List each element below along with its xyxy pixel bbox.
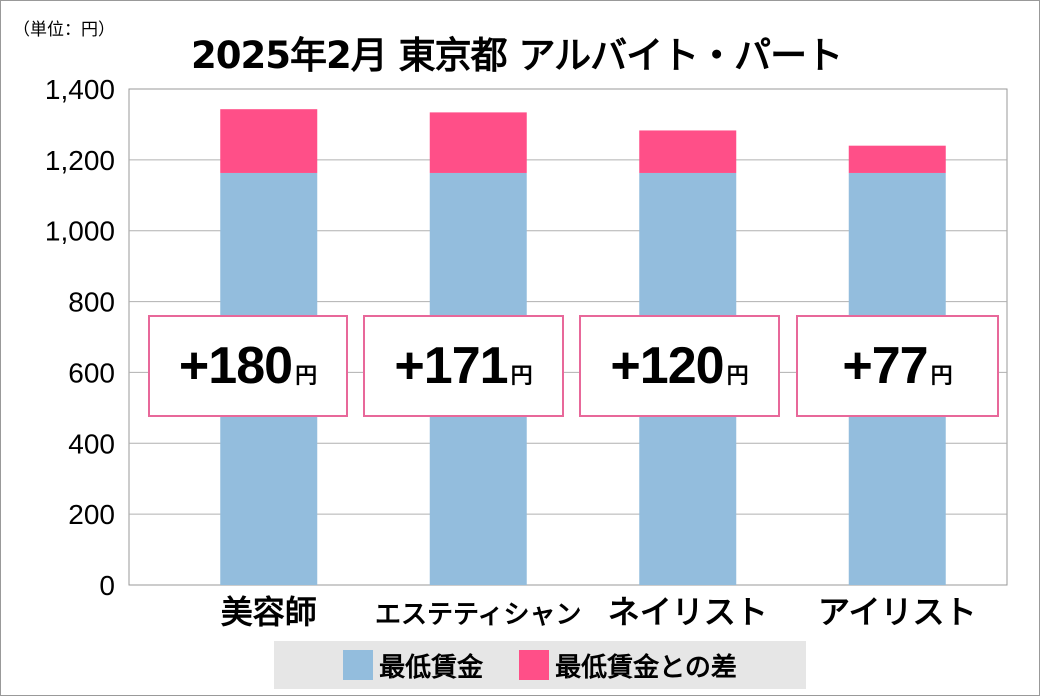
x-tick-label: ネイリスト [608,593,768,631]
x-tick-label: エステティシャン [375,600,581,630]
bar-diff [429,112,527,173]
data-label: +120 [610,337,724,395]
legend: 最低賃金 最低賃金との差 [274,641,806,689]
bar-diff [220,109,318,173]
y-tick-label: 800 [68,287,115,318]
data-label-unit: 円 [930,364,953,389]
data-label: +77 [842,337,928,395]
unit-label: （単位：円） [13,20,115,40]
legend-item-min-wage: 最低賃金 [343,647,483,684]
data-label-box: +180 円 [148,315,348,417]
data-label-box: +120 円 [579,315,780,417]
y-tick-label: 1,200 [45,145,115,176]
x-tick-label: 美容師 [221,593,317,631]
y-tick-label: 1,000 [45,216,115,247]
y-tick-label: 200 [68,499,115,530]
y-tick-label: 400 [68,428,115,459]
data-label-box: +171 円 [363,315,564,417]
data-label-box: +77 円 [796,315,999,417]
legend-label: 最低賃金 [379,652,484,683]
legend-item-diff: 最低賃金との差 [519,647,737,684]
y-tick-label: 0 [99,570,115,601]
plot-border [128,88,1008,586]
y-tick-label: 600 [68,357,115,388]
data-label: +180 [178,337,293,395]
y-tick-label: 1,400 [45,74,115,105]
bar-diff [848,145,946,173]
legend-swatch [519,650,550,680]
data-label-unit: 円 [726,364,749,389]
x-tick-label: アイリスト [818,593,976,631]
data-label-unit: 円 [295,364,318,389]
bar-diff [639,130,737,173]
data-label-unit: 円 [510,364,533,389]
chart-title: 2025年2月 東京都 アルバイト・パート [191,34,843,77]
data-label: +171 [394,337,508,395]
legend-swatch [343,650,374,680]
legend-label: 最低賃金との差 [555,652,737,683]
